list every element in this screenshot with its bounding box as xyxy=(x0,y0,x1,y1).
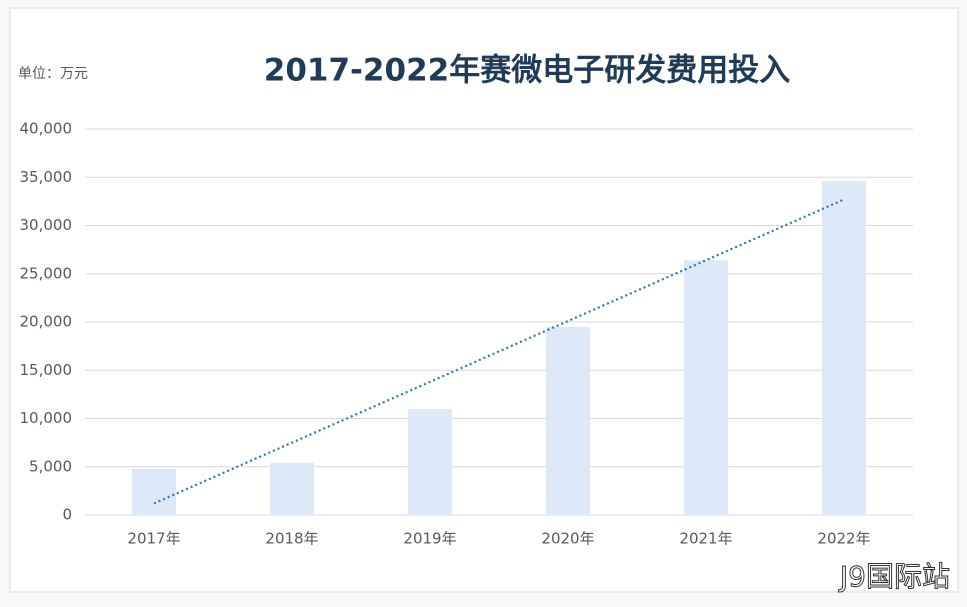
x-tick-label: 2017年 xyxy=(127,530,180,548)
y-tick-label: 20,000 xyxy=(20,313,73,331)
watermark: J9国际站 xyxy=(838,560,950,593)
y-tick-label: 35,000 xyxy=(20,168,73,186)
bar xyxy=(684,260,728,515)
trendline xyxy=(153,198,845,505)
bar xyxy=(408,408,452,515)
x-tick-label: 2019年 xyxy=(403,530,456,548)
y-tick-label: 40,000 xyxy=(20,120,73,138)
x-tick-label: 2018年 xyxy=(265,530,318,548)
bar xyxy=(270,462,314,515)
x-tick-label: 2020年 xyxy=(541,530,594,548)
y-tick-label: 10,000 xyxy=(20,409,73,427)
y-tick-label: 5,000 xyxy=(29,457,72,475)
bar xyxy=(822,181,866,516)
unit-label: 单位：万元 xyxy=(18,66,88,82)
bar xyxy=(546,326,590,515)
bar xyxy=(132,468,176,515)
y-tick-label: 15,000 xyxy=(20,361,73,379)
chart-title: 2017-2022年赛微电子研发费用投入 xyxy=(264,53,790,89)
x-tick-label: 2022年 xyxy=(817,530,870,548)
y-tick-label: 25,000 xyxy=(20,264,73,282)
x-tick-label: 2021年 xyxy=(679,530,732,548)
y-tick-label: 0 xyxy=(62,506,72,524)
y-tick-label: 30,000 xyxy=(20,216,73,234)
